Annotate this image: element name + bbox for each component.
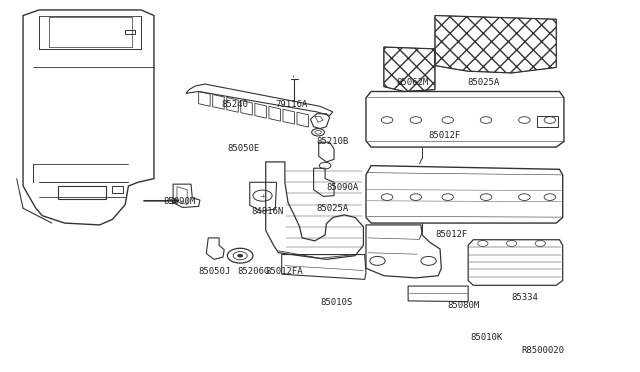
Text: 85206G: 85206G — [237, 267, 269, 276]
Text: 85010S: 85010S — [320, 298, 352, 307]
Text: 85210B: 85210B — [317, 137, 349, 146]
Text: 85050J: 85050J — [198, 267, 231, 276]
Text: 85012F: 85012F — [435, 230, 467, 240]
Text: 85062M: 85062M — [397, 78, 429, 87]
Text: 85012FA: 85012FA — [266, 267, 303, 276]
Text: 79116A: 79116A — [275, 100, 308, 109]
Text: 85010K: 85010K — [470, 333, 502, 343]
Text: 85090M: 85090M — [164, 197, 196, 206]
Text: 85090A: 85090A — [326, 183, 358, 192]
Text: 85012F: 85012F — [429, 131, 461, 141]
Text: 85334: 85334 — [511, 294, 538, 302]
Text: 85025A: 85025A — [467, 78, 499, 87]
Text: 84816N: 84816N — [252, 208, 284, 217]
Text: 85080M: 85080M — [448, 301, 480, 310]
Text: 85240: 85240 — [221, 100, 248, 109]
Text: 85025A: 85025A — [317, 204, 349, 213]
Text: 85050E: 85050E — [227, 144, 260, 153]
Circle shape — [237, 254, 243, 257]
Text: R8500020: R8500020 — [521, 346, 564, 355]
